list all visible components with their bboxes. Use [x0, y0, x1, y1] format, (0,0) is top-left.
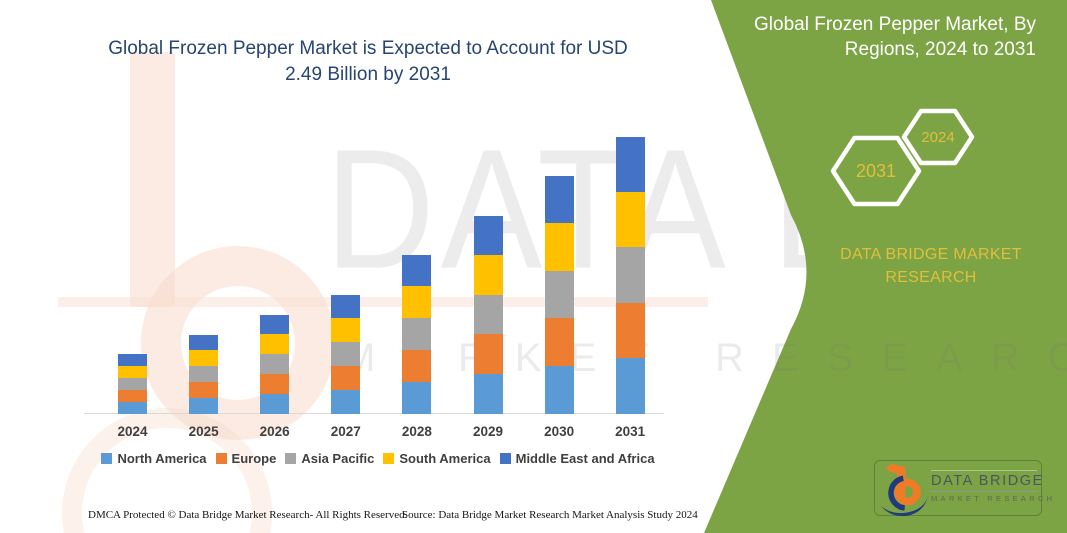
- bar-segment-2025-middle-east-and-africa: [189, 334, 219, 351]
- legend-label: Middle East and Africa: [515, 451, 655, 466]
- legend-label: North America: [117, 451, 207, 466]
- stacked-bar-2030: [544, 175, 574, 414]
- bar-segment-2028-south-america: [402, 286, 432, 319]
- x-axis-label-2029: 2029: [472, 424, 504, 439]
- stacked-bar-2024: [118, 354, 147, 414]
- stacked-bar-2027: [331, 294, 361, 414]
- legend-label: Asia Pacific: [301, 451, 375, 466]
- x-axis-label-2031: 2031: [615, 424, 646, 439]
- bar-segment-2024-middle-east-and-africa: [118, 354, 147, 366]
- legend-item-asia-pacific: Asia Pacific: [285, 451, 374, 466]
- bar-segment-2027-europe: [331, 365, 361, 390]
- bar-segment-2030-middle-east-and-africa: [544, 175, 574, 224]
- x-axis-line: [84, 413, 664, 414]
- legend-item-europe: Europe: [215, 451, 277, 466]
- bar-segment-2026-europe: [260, 373, 290, 394]
- x-axis-label-2024: 2024: [117, 424, 148, 439]
- bar-segment-2027-south-america: [331, 318, 361, 343]
- legend-label: South America: [399, 451, 491, 466]
- stacked-bar-2028: [402, 254, 432, 414]
- stacked-bar-2026: [260, 314, 290, 414]
- bar-segment-2030-north-america: [544, 365, 574, 414]
- bar-segment-2031-europe: [615, 302, 645, 359]
- bar-segment-2029-south-america: [473, 255, 503, 295]
- bar-segment-2029-north-america: [473, 373, 503, 414]
- bar-segment-2026-south-america: [260, 334, 290, 355]
- chart-title-line2: 2.49 Billion by 2031: [285, 64, 451, 85]
- bar-segment-2031-asia-pacific: [615, 247, 645, 303]
- bar-segment-2030-south-america: [544, 223, 574, 271]
- x-axis-label-2028: 2028: [401, 424, 432, 439]
- green-panel-shape: [704, 0, 1067, 533]
- chart-title-line1: Global Frozen Pepper Market is Expected …: [108, 38, 628, 59]
- bar-segment-2027-asia-pacific: [331, 342, 361, 366]
- bar-segment-2026-north-america: [260, 393, 290, 414]
- bar-segment-2028-middle-east-and-africa: [402, 254, 432, 287]
- bar-segment-2024-europe: [118, 389, 147, 402]
- bar-segment-2029-middle-east-and-africa: [473, 215, 503, 256]
- bar-segment-2028-north-america: [402, 381, 432, 414]
- bar-segment-2025-europe: [189, 381, 219, 398]
- stacked-bar-2031: [615, 136, 645, 414]
- bar-segment-2029-asia-pacific: [473, 294, 503, 335]
- x-axis-label-2026: 2026: [259, 424, 290, 439]
- bar-segment-2024-asia-pacific: [118, 377, 147, 390]
- bar-segment-2031-south-america: [615, 192, 645, 248]
- legend-marker-icon: [499, 453, 511, 464]
- legend-item-middle-east-and-africa: Middle East and Africa: [499, 451, 655, 466]
- bar-segment-2024-south-america: [118, 365, 147, 378]
- legend-label: Europe: [231, 451, 277, 466]
- x-axis-label-2027: 2027: [330, 424, 361, 439]
- bar-segment-2028-europe: [402, 349, 432, 382]
- legend-marker-icon: [285, 453, 297, 464]
- bar-segment-2028-asia-pacific: [402, 318, 432, 350]
- bar-segment-2026-asia-pacific: [260, 354, 290, 374]
- chart-title: Global Frozen Pepper Market is Expected …: [93, 36, 643, 88]
- chart-block: Global Frozen Pepper Market is Expected …: [82, 36, 698, 521]
- chart-legend: North America Europe Asia Pacific South Ame…: [82, 451, 674, 466]
- footer-dmca-text: DMCA Protected © Data Bridge Market Rese…: [88, 509, 408, 521]
- bar-segment-2030-asia-pacific: [544, 270, 574, 319]
- bar-segment-2025-south-america: [189, 350, 219, 367]
- x-axis-label-2025: 2025: [188, 424, 219, 439]
- bar-segment-2026-middle-east-and-africa: [260, 314, 290, 335]
- x-axis-label-2030: 2030: [544, 424, 575, 439]
- bar-segment-2027-north-america: [331, 389, 361, 414]
- bar-segment-2029-europe: [473, 334, 503, 374]
- legend-marker-icon: [215, 453, 227, 464]
- footer-source-text: Source: Data Bridge Market Research Mark…: [402, 509, 698, 521]
- legend-item-north-america: North America: [101, 451, 207, 466]
- stacked-bar-2029: [473, 215, 503, 414]
- bar-segment-2025-north-america: [189, 397, 219, 414]
- legend-marker-icon: [101, 453, 113, 464]
- legend-item-south-america: South America: [383, 451, 491, 466]
- bar-segment-2030-europe: [544, 318, 574, 366]
- legend-marker-icon: [383, 453, 395, 464]
- bar-segment-2024-north-america: [118, 401, 147, 414]
- stacked-bar-2025: [189, 334, 219, 414]
- bar-segment-2027-middle-east-and-africa: [331, 294, 361, 319]
- bar-segment-2025-asia-pacific: [189, 366, 219, 382]
- bar-segment-2031-middle-east-and-africa: [615, 136, 645, 192]
- bar-segment-2031-north-america: [615, 358, 645, 414]
